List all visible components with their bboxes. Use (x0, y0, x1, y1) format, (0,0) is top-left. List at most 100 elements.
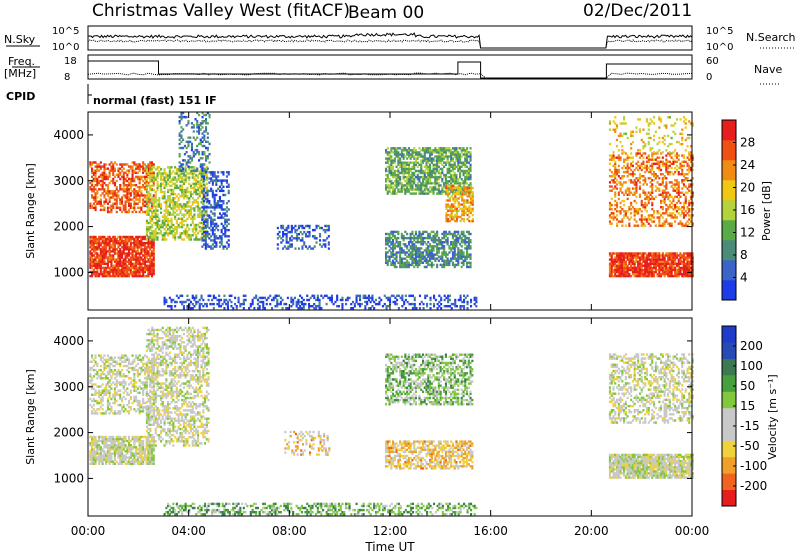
heatmap-cell (423, 186, 426, 189)
heatmap-cell (138, 165, 141, 168)
heatmap-cell (182, 195, 185, 198)
heatmap-cell (409, 186, 412, 189)
heatmap-cell (203, 134, 206, 137)
heatmap-cell (672, 268, 675, 272)
heatmap-cell (437, 239, 440, 242)
heatmap-cell (413, 307, 416, 310)
heatmap-cell (464, 234, 467, 238)
heatmap-cell (395, 155, 398, 158)
heatmap-cell (670, 268, 673, 272)
heatmap-cell (444, 263, 447, 267)
heatmap-cell (122, 260, 125, 263)
heatmap-cell (454, 186, 457, 190)
heatmap-cell (138, 196, 141, 199)
heatmap-cell (397, 230, 400, 234)
heatmap-cell (631, 254, 634, 257)
heatmap-cell (450, 159, 453, 162)
heatmap-cell (92, 161, 95, 164)
heatmap-cell (89, 258, 92, 261)
heatmap-cell (92, 244, 95, 247)
heatmap-cell (628, 266, 631, 270)
heatmap-cell (395, 259, 398, 262)
heatmap-cell (447, 305, 450, 308)
heatmap-cell (399, 178, 402, 181)
heatmap-cell (129, 256, 132, 259)
heatmap-cell (690, 260, 693, 263)
heatmap-cell (443, 241, 446, 244)
heatmap-cell (289, 230, 292, 234)
heatmap-cell (453, 180, 456, 183)
heatmap-cell (138, 266, 141, 270)
heatmap-cell (188, 172, 191, 175)
heatmap-cell (400, 165, 403, 168)
heatmap-cell (443, 230, 446, 234)
heatmap-cell (461, 191, 464, 194)
heatmap-cell (274, 305, 277, 308)
heatmap-cell (168, 232, 171, 235)
heatmap-cell (444, 182, 447, 185)
heatmap-cell (647, 274, 650, 278)
heatmap-cell (386, 263, 389, 267)
heatmap-cell (345, 298, 348, 302)
heatmap-cell (122, 262, 125, 265)
heatmap-cell (448, 197, 451, 200)
heatmap-cell (623, 256, 626, 259)
heatmap-cell (390, 147, 393, 150)
heatmap-cell (158, 219, 161, 223)
heatmap-cell (686, 274, 689, 278)
heatmap-cell (406, 263, 409, 267)
heatmap-cell (203, 189, 206, 193)
heatmap-cell (108, 237, 111, 241)
heatmap-cell (413, 163, 416, 166)
heatmap-cell (203, 153, 206, 156)
heatmap-cell (126, 200, 129, 203)
heatmap-cell (276, 247, 279, 250)
heatmap-cell (122, 171, 125, 174)
heatmap-cell (152, 197, 155, 200)
heatmap-cell (289, 239, 292, 242)
heatmap-cell (434, 159, 437, 162)
heatmap-cell (388, 249, 391, 252)
heatmap-cell (414, 192, 417, 195)
heatmap-cell (103, 244, 106, 247)
heatmap-cell (436, 155, 439, 158)
heatmap-cell (446, 175, 449, 179)
heatmap-cell (128, 190, 131, 193)
heatmap-cell (152, 221, 155, 225)
heatmap-cell (115, 198, 118, 201)
heatmap-cell (201, 189, 204, 193)
heatmap-cell (126, 237, 129, 241)
heatmap-cell (460, 241, 463, 244)
heatmap-cell (414, 159, 417, 162)
heatmap-cell (467, 230, 470, 234)
heatmap-cell (224, 179, 227, 182)
heatmap-cell (385, 161, 388, 164)
heatmap-cell (117, 268, 120, 272)
heatmap-cell (393, 265, 396, 269)
heatmap-cell (150, 254, 153, 257)
heatmap-cell (174, 215, 177, 218)
heatmap-cell (122, 181, 125, 185)
heatmap-cell (167, 205, 170, 208)
heatmap-cell (469, 159, 472, 162)
heatmap-cell (145, 194, 148, 197)
heatmap-cell (390, 253, 393, 256)
heatmap-cell (108, 200, 111, 203)
heatmap-cell (388, 151, 391, 154)
heatmap-cell (459, 175, 462, 179)
heatmap-cell (131, 250, 134, 253)
heatmap-cell (208, 214, 211, 217)
heatmap-cell (656, 252, 659, 255)
heatmap-cell (172, 203, 175, 206)
heatmap-cell (667, 274, 670, 278)
heatmap-cell (189, 234, 192, 237)
heatmap-cell (308, 230, 311, 234)
heatmap-cell (677, 270, 680, 274)
heatmap-cell (464, 153, 467, 156)
heatmap-cell (460, 251, 463, 254)
heatmap-cell (450, 155, 453, 158)
heatmap-cell (409, 251, 412, 254)
heatmap-cell (443, 261, 446, 264)
heatmap-cell (140, 268, 143, 272)
heatmap-cell (208, 200, 211, 203)
